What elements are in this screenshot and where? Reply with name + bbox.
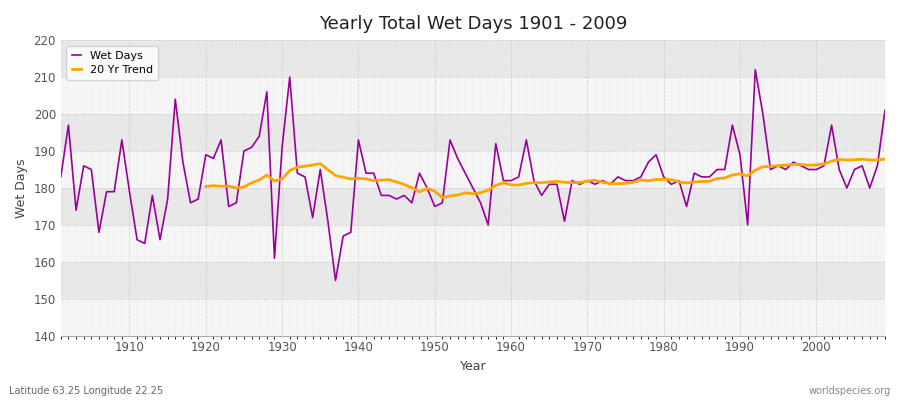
20 Yr Trend — [201, 184, 212, 189]
Bar — [61, 299, 885, 336]
Wet Days — [330, 278, 341, 283]
Line: 20 Yr Trend: 20 Yr Trend — [206, 159, 885, 198]
20 Yr Trend — [773, 163, 784, 168]
Wet Days — [506, 178, 517, 183]
Bar — [61, 114, 885, 151]
Line: Wet Days: Wet Days — [61, 70, 885, 280]
Text: worldspecies.org: worldspecies.org — [809, 386, 891, 396]
Wet Days — [513, 174, 524, 179]
20 Yr Trend — [437, 195, 448, 200]
Bar — [61, 262, 885, 299]
Bar — [61, 77, 885, 114]
Legend: Wet Days, 20 Yr Trend: Wet Days, 20 Yr Trend — [67, 46, 158, 80]
Wet Days — [338, 234, 348, 238]
X-axis label: Year: Year — [460, 360, 486, 373]
20 Yr Trend — [879, 157, 890, 162]
Bar — [61, 40, 885, 77]
Bar — [61, 225, 885, 262]
20 Yr Trend — [857, 157, 868, 162]
20 Yr Trend — [788, 162, 799, 167]
Text: Latitude 63.25 Longitude 22.25: Latitude 63.25 Longitude 22.25 — [9, 386, 163, 396]
Title: Yearly Total Wet Days 1901 - 2009: Yearly Total Wet Days 1901 - 2009 — [319, 15, 627, 33]
20 Yr Trend — [681, 181, 692, 186]
Wet Days — [750, 67, 760, 72]
20 Yr Trend — [864, 158, 875, 162]
Wet Days — [56, 174, 67, 179]
Wet Days — [879, 108, 890, 113]
Wet Days — [284, 75, 295, 80]
Bar — [61, 151, 885, 188]
Bar — [61, 188, 885, 225]
Y-axis label: Wet Days: Wet Days — [15, 158, 28, 218]
Wet Days — [605, 182, 616, 187]
20 Yr Trend — [292, 165, 302, 170]
20 Yr Trend — [407, 186, 418, 190]
Wet Days — [116, 138, 127, 142]
